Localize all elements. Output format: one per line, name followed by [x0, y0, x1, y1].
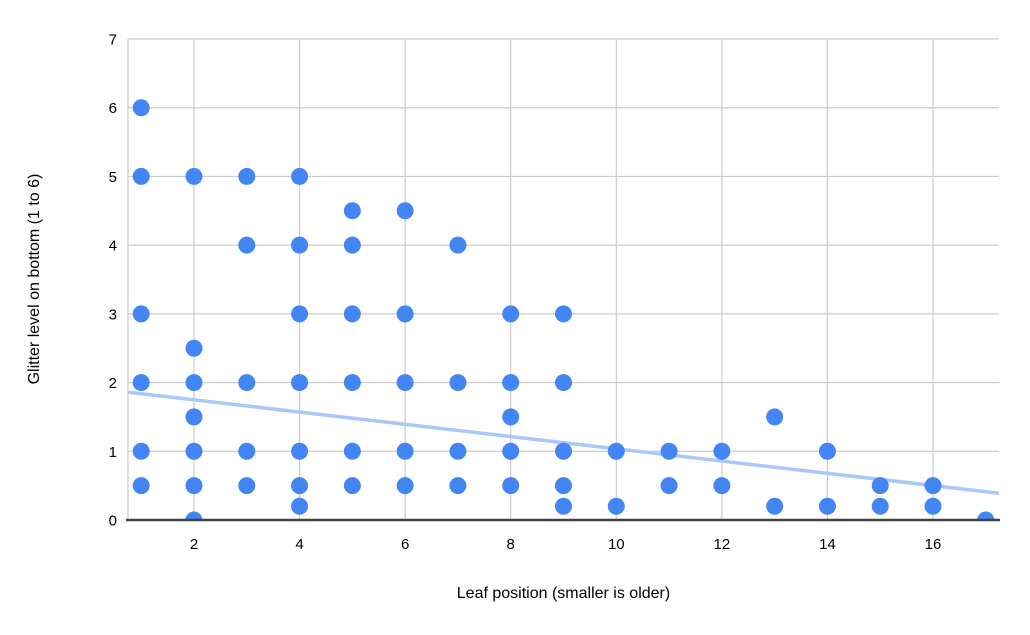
data-point	[555, 442, 572, 460]
data-point	[766, 408, 784, 426]
data-point	[449, 477, 467, 495]
data-point	[291, 167, 309, 185]
x-tick-label: 12	[714, 536, 731, 553]
data-point	[396, 477, 414, 495]
data-point	[343, 236, 361, 254]
y-tick-label: 4	[109, 238, 117, 255]
data-point	[871, 477, 889, 495]
data-point	[132, 374, 150, 392]
data-point	[449, 374, 467, 392]
data-point	[555, 497, 572, 515]
data-point	[713, 442, 731, 460]
data-point	[343, 305, 361, 323]
data-point	[396, 374, 414, 392]
data-point	[924, 477, 942, 495]
data-point	[343, 442, 361, 460]
data-point	[132, 167, 150, 185]
data-point	[555, 374, 572, 392]
data-point	[396, 305, 414, 323]
x-tick-label: 16	[925, 536, 942, 553]
data-points	[132, 99, 995, 521]
data-point	[238, 477, 256, 495]
data-point	[343, 202, 361, 220]
data-point	[396, 202, 414, 220]
data-point	[924, 497, 942, 515]
data-point	[818, 497, 836, 515]
data-point	[238, 167, 256, 185]
data-point	[660, 442, 678, 460]
y-tick-label: 5	[109, 169, 117, 186]
data-point	[343, 374, 361, 392]
data-point	[238, 374, 256, 392]
data-point	[449, 236, 467, 254]
data-point	[291, 497, 309, 515]
data-point	[766, 497, 784, 515]
data-point	[502, 305, 520, 323]
x-axis-title: Leaf position (smaller is older)	[456, 585, 671, 602]
data-point	[185, 339, 203, 357]
data-point	[132, 305, 150, 323]
data-point	[185, 442, 203, 460]
x-tick-label: 4	[295, 536, 303, 553]
x-tick-label: 8	[507, 536, 515, 553]
y-tick-label: 1	[109, 444, 117, 461]
x-tick-label: 6	[401, 536, 409, 553]
data-point	[185, 511, 203, 521]
data-point	[291, 442, 309, 460]
data-point	[238, 442, 256, 460]
data-point	[713, 477, 731, 495]
y-tick-label: 0	[109, 513, 117, 530]
data-point	[502, 408, 520, 426]
data-point	[291, 236, 309, 254]
y-axis-title: Glitter level on bottom (1 to 6)	[26, 173, 43, 385]
data-point	[449, 442, 467, 460]
data-point	[660, 477, 678, 495]
trendline	[127, 390, 1000, 495]
data-point	[291, 374, 309, 392]
data-point	[132, 477, 150, 495]
y-tick-label: 3	[109, 306, 117, 323]
data-point	[291, 305, 309, 323]
data-point	[185, 374, 203, 392]
y-tick-label: 2	[109, 375, 117, 392]
data-point	[396, 442, 414, 460]
data-point	[502, 477, 520, 495]
data-point	[132, 442, 150, 460]
y-tick-label: 7	[109, 32, 117, 49]
data-point	[871, 497, 889, 515]
data-point	[977, 511, 995, 521]
data-point	[555, 477, 572, 495]
data-point	[132, 99, 150, 117]
data-point	[555, 305, 572, 323]
x-tick-label: 10	[608, 536, 625, 553]
x-tick-label: 2	[190, 536, 198, 553]
x-tick-labels: 2 4 6 8 10 12 14 16	[190, 536, 942, 553]
data-point	[238, 236, 256, 254]
data-point	[185, 167, 203, 185]
data-point	[185, 408, 203, 426]
y-tick-label: 6	[109, 100, 117, 117]
data-point	[818, 442, 836, 460]
data-point	[502, 442, 520, 460]
series-layer	[127, 99, 1000, 521]
y-tick-labels: 0 1 2 3 4 5 6 7	[109, 32, 117, 530]
data-point	[502, 374, 520, 392]
data-point	[343, 477, 361, 495]
data-point	[607, 442, 625, 460]
data-point	[607, 497, 625, 515]
gridlines	[127, 38, 999, 520]
data-point	[291, 477, 309, 495]
x-tick-label: 14	[819, 536, 836, 553]
data-point	[185, 477, 203, 495]
